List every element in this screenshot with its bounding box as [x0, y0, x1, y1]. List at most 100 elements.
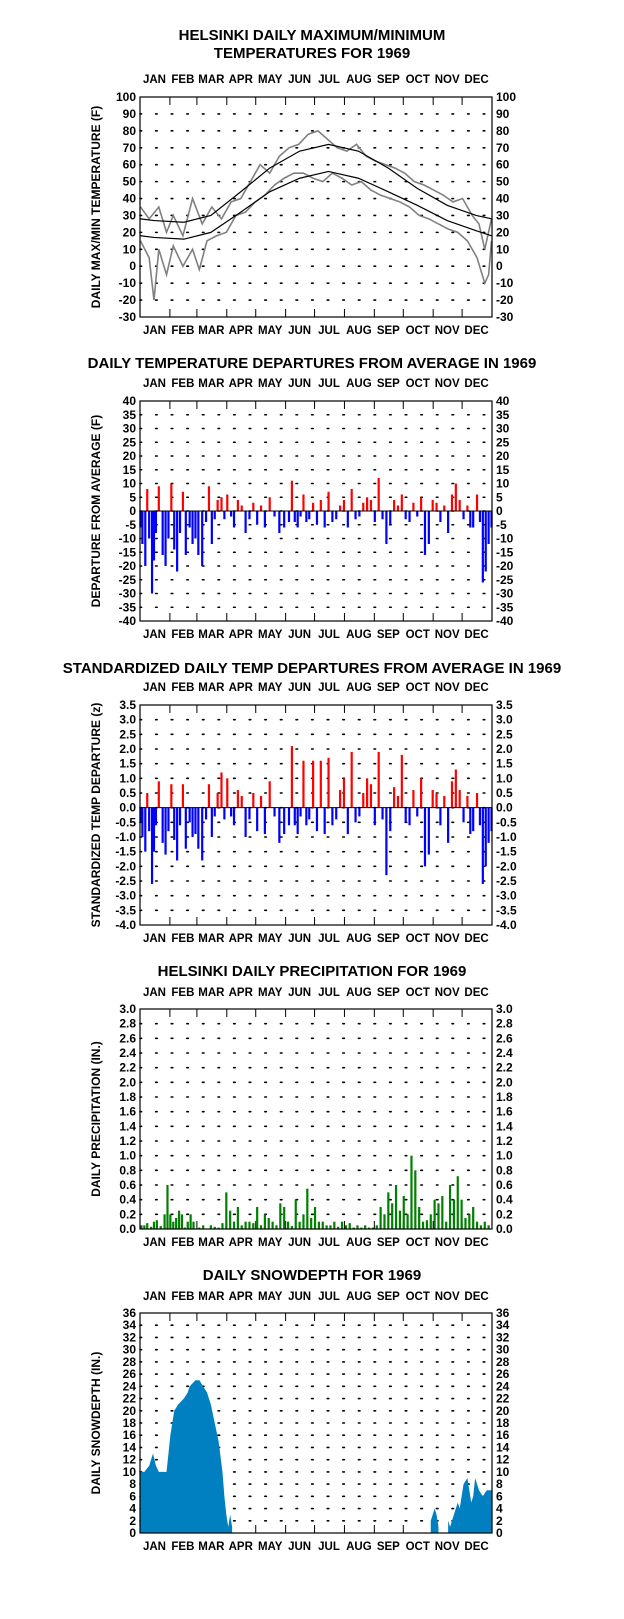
chart2-month-label-top: JAN: [143, 378, 166, 390]
chart1-ytick-right: -20: [496, 293, 514, 307]
chart2-bar: [248, 511, 251, 520]
chart4-bar: [313, 1207, 317, 1229]
chart2-bar: [472, 511, 475, 528]
chart1-title-line2: TEMPERATURES FOR 1969: [214, 45, 410, 62]
chart2-ytick-left: 40: [123, 394, 137, 408]
chart2-bar: [244, 511, 247, 533]
chart4-bar: [364, 1225, 367, 1229]
chart3-ytick-right: -2.0: [496, 859, 517, 873]
chart2-ytick-right: -15: [496, 545, 514, 559]
chart5-ytick-right: 18: [496, 1416, 510, 1430]
chart2-bar: [161, 511, 164, 555]
chart5-month-label-bottom: OCT: [406, 1541, 430, 1553]
chart2-bar: [412, 502, 415, 511]
chart3-bar: [408, 807, 411, 826]
chart4-ytick-right: 2.0: [496, 1075, 513, 1089]
chart1-title: HELSINKI DAILY MAXIMUM/MINIMUM: [179, 27, 446, 44]
chart1-month-label-top: MAR: [198, 74, 225, 86]
chart1-ytick-right: 20: [496, 225, 510, 239]
chart3-bar: [412, 790, 415, 808]
chart1-ytick-left: 80: [123, 124, 137, 138]
chart1-normal-min-line: [140, 170, 492, 240]
chart3-month-label-top: JUL: [318, 682, 340, 694]
chart2-month-label-top: MAY: [258, 378, 283, 390]
chart2-ytick-right: 35: [496, 408, 510, 422]
chart4-bar: [221, 1223, 224, 1229]
chart4-bar: [445, 1221, 448, 1229]
chart4-bar: [172, 1221, 175, 1229]
chart4-month-label-bottom: OCT: [406, 1237, 430, 1249]
chart3-bar: [244, 807, 247, 837]
chart3-bar: [423, 807, 427, 867]
chart2-ytick-right: 20: [496, 449, 510, 463]
chart3-bar: [293, 807, 296, 826]
chart3-ytick-right: -2.5: [496, 874, 517, 888]
chart5-month-label-top: MAR: [198, 1291, 225, 1303]
chart5-ytick-left: 18: [123, 1416, 137, 1430]
chart1-month-label-bottom: MAR: [198, 325, 225, 337]
chart2-bar: [154, 511, 158, 533]
chart2-bar: [204, 511, 208, 522]
chart1-ytick-right: -10: [496, 276, 514, 290]
chart3-bar: [472, 807, 475, 832]
chart4-ytick-left: 1.8: [119, 1090, 136, 1104]
chart4-month-label-top: NOV: [435, 987, 460, 999]
chart4-bar: [387, 1192, 390, 1229]
chart4-month-label-bottom: AUG: [346, 1237, 372, 1249]
chart2-month-label-bottom: JUN: [288, 629, 311, 641]
chart1-ytick-right: 40: [496, 192, 510, 206]
chart4-ytick-right: 0.2: [496, 1207, 513, 1221]
chart4-bar: [352, 1227, 355, 1229]
chart4-bar: [379, 1207, 382, 1229]
chart3-ytick-right: 2.5: [496, 727, 513, 741]
chart5-ytick-left: 34: [123, 1318, 137, 1332]
chart5-month-label-top: OCT: [406, 1291, 430, 1303]
chart2-title: DAILY TEMPERATURE DEPARTURES FROM AVERAG…: [88, 355, 537, 372]
chart5-ytick-left: 22: [123, 1392, 137, 1406]
chart4-ytick-right: 3.0: [496, 1002, 513, 1016]
chart3-bar: [204, 807, 208, 820]
chart3-bar: [373, 807, 376, 826]
chart4-month-label-top: JAN: [143, 987, 166, 999]
chart1-month-label-top: SEP: [377, 74, 400, 86]
chart2-ytick-left: -35: [119, 600, 137, 614]
chart3-month-label-top: NOV: [435, 682, 460, 694]
chart2-ytick-right: -35: [496, 600, 514, 614]
chart3-ytick-left: 2.5: [119, 727, 136, 741]
chart3-ytick-right: -3.5: [496, 903, 517, 917]
chart3-ytick-right: -4.0: [496, 918, 517, 932]
chart4-bar: [192, 1221, 195, 1229]
chart4-bar: [240, 1225, 243, 1229]
chart5-snow-area: [430, 1508, 439, 1533]
chart4-bar: [159, 1226, 162, 1229]
chart1-normal-max-line: [140, 143, 492, 223]
chart2-bar: [273, 511, 276, 517]
chart3-bar: [236, 790, 239, 808]
chart4-bar: [348, 1223, 351, 1229]
chart2-bar: [454, 483, 457, 511]
chart4-bar: [468, 1214, 471, 1229]
chart4-bar: [402, 1196, 405, 1229]
chart2-ytick-left: -5: [125, 518, 136, 532]
chart5-month-label-bottom: SEP: [377, 1541, 400, 1553]
chart3-ytick-left: 3.5: [119, 698, 136, 712]
chart3-month-label-top: JAN: [143, 682, 166, 694]
chart1-ytick-left: 0: [129, 259, 136, 273]
chart4-month-label-bottom: MAR: [198, 1237, 225, 1249]
chart2-ytick-right: -40: [496, 614, 514, 628]
chart2-bar: [484, 511, 487, 572]
chart5-ytick-left: 28: [123, 1355, 137, 1369]
chart2-bar: [439, 511, 442, 522]
chart4-ytick-right: 0.8: [496, 1163, 513, 1177]
chart4-bar: [163, 1214, 166, 1229]
chart4-ytick-right: 1.4: [496, 1119, 513, 1133]
chart3-month-label-top: JUN: [288, 682, 311, 694]
chart3-ytick-right: 0.5: [496, 786, 513, 800]
chart2-month-label-top: JUL: [318, 378, 340, 390]
chart2-ytick-right: 10: [496, 477, 510, 491]
chart2-bar: [447, 511, 450, 533]
chart2-bar: [170, 483, 173, 511]
chart4-ytick-left: 3.0: [119, 1002, 136, 1016]
chart4-ytick-left: 2.0: [119, 1075, 136, 1089]
chart3-bar: [315, 807, 319, 832]
